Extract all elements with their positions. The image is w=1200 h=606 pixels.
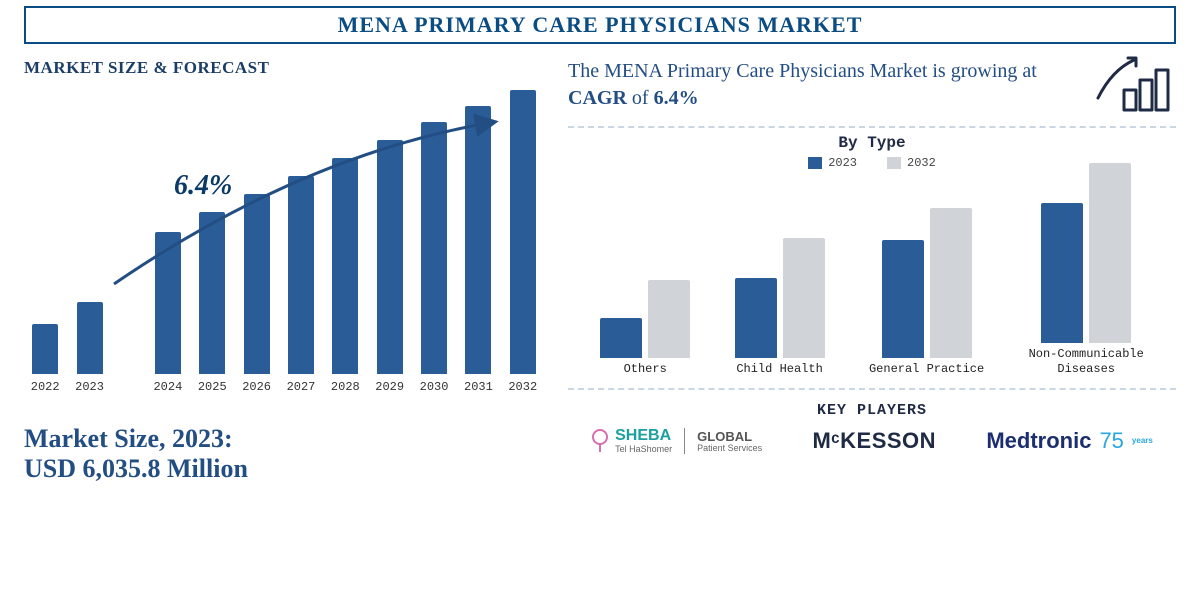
market-bar-label: 2028 <box>331 380 360 394</box>
legend-item-2032: 2032 <box>887 156 936 170</box>
page-title: MENA PRIMARY CARE PHYSICIANS MARKET <box>24 6 1176 44</box>
market-bar <box>32 324 58 374</box>
headline-cagr-word: CAGR <box>568 87 627 109</box>
market-bar <box>244 194 270 374</box>
market-size-chart: 6.4% 2022 2023 2024 2025 2026 2027 2028 2029 203… <box>24 84 544 394</box>
market-bar <box>510 90 536 374</box>
legend-swatch <box>887 157 901 169</box>
sheba-mark-icon <box>591 428 609 454</box>
market-bar-2027: 2027 <box>284 176 318 394</box>
growth-chart-icon <box>1094 52 1176 114</box>
headline-text: The MENA Primary Care Physicians Market … <box>568 58 1176 112</box>
market-bar <box>77 302 103 374</box>
bytype-bar-2032 <box>930 208 972 358</box>
sheba-sub: Tel HaShomer <box>615 445 672 455</box>
market-bar-label: 2026 <box>242 380 271 394</box>
bytype-bar-2032 <box>783 238 825 358</box>
market-bar-label: 2027 <box>287 380 316 394</box>
market-bar-2023: 2023 <box>72 302 106 394</box>
logo-divider <box>684 428 685 454</box>
headline-value: 6.4% <box>654 87 699 109</box>
bytype-label: General Practice <box>869 362 984 376</box>
medtronic-75: 75 <box>1099 428 1123 454</box>
logo-sheba: SHEBA Tel HaShomer GLOBAL Patient Servic… <box>591 427 762 455</box>
headline-prefix: The MENA Primary Care Physicians Market … <box>568 60 1037 82</box>
bytype-bar-2032 <box>648 280 690 358</box>
market-bar-2028: 2028 <box>328 158 362 394</box>
bytype-bars <box>735 238 825 358</box>
market-bar-2032: 2032 <box>506 90 540 394</box>
legend-item-2023: 2023 <box>808 156 857 170</box>
bytype-group: Child Health <box>735 238 825 376</box>
market-bar <box>332 158 358 374</box>
sheba-name: SHEBA <box>615 427 671 444</box>
market-bar <box>377 140 403 374</box>
market-bar <box>199 212 225 374</box>
bytype-label: Others <box>624 362 667 376</box>
market-bar-2024: 2024 <box>151 232 185 394</box>
legend-label: 2032 <box>907 156 936 170</box>
market-bar-2029: 2029 <box>373 140 407 394</box>
market-bar-label: 2023 <box>75 380 104 394</box>
market-size-line2: USD 6,035.8 Million <box>24 454 544 484</box>
left-column: MARKET SIZE & FORECAST 6.4% 2022 2023 2024… <box>24 58 544 484</box>
market-bar-label: 2032 <box>508 380 537 394</box>
cagr-label: 6.4% <box>174 170 232 202</box>
key-players-logos: SHEBA Tel HaShomer GLOBAL Patient Servic… <box>568 427 1176 455</box>
market-bar-label: 2031 <box>464 380 493 394</box>
market-bar-2031: 2031 <box>461 106 495 394</box>
bytype-bar-2032 <box>1089 163 1131 343</box>
sheba-services: Patient Services <box>697 444 762 454</box>
logo-medtronic: Medtronic 75 years <box>986 428 1153 454</box>
market-bar-label: 2025 <box>198 380 227 394</box>
bytype-label: Non-CommunicableDiseases <box>1029 347 1144 376</box>
market-bar-label: 2029 <box>375 380 404 394</box>
bytype-bars <box>600 280 690 358</box>
market-bar-label: 2030 <box>420 380 449 394</box>
market-bar <box>465 106 491 374</box>
market-bar <box>155 232 181 374</box>
market-size-line1: Market Size, 2023: <box>24 424 544 454</box>
bytype-bar-2023 <box>882 240 924 358</box>
bytype-bars <box>882 208 972 358</box>
market-bar-2030: 2030 <box>417 122 451 394</box>
dashed-divider <box>568 126 1176 128</box>
bytype-bar-2023 <box>600 318 642 358</box>
bytype-bar-2023 <box>735 278 777 358</box>
headline-mid: of <box>627 87 654 109</box>
legend-swatch <box>808 157 822 169</box>
market-bar-2026: 2026 <box>239 194 273 394</box>
legend-label: 2023 <box>828 156 857 170</box>
bytype-group: Others <box>600 280 690 376</box>
market-bar-label: 2024 <box>153 380 182 394</box>
market-size-2023: Market Size, 2023: USD 6,035.8 Million <box>24 424 544 484</box>
by-type-chart: Others Child Health General Practice Non-Co… <box>568 176 1176 376</box>
sheba-global: GLOBAL <box>697 429 762 444</box>
by-type-title: By Type <box>568 134 1176 152</box>
bytype-bars <box>1041 163 1131 343</box>
by-type-panel: By Type 2023 2032 Others Child Health Gener… <box>568 134 1176 390</box>
bytype-group: General Practice <box>869 208 984 376</box>
market-size-title: MARKET SIZE & FORECAST <box>24 58 544 78</box>
medtronic-years: years <box>1132 436 1153 445</box>
content-row: MARKET SIZE & FORECAST 6.4% 2022 2023 2024… <box>0 44 1200 484</box>
key-players-title: KEY PLAYERS <box>568 402 1176 419</box>
market-bar-label: 2022 <box>31 380 60 394</box>
market-bar <box>421 122 447 374</box>
market-bar <box>288 176 314 374</box>
medtronic-name: Medtronic <box>986 428 1091 454</box>
right-column: The MENA Primary Care Physicians Market … <box>568 58 1176 484</box>
bytype-group: Non-CommunicableDiseases <box>1029 163 1144 376</box>
bytype-label: Child Health <box>736 362 822 376</box>
market-bar-2025: 2025 <box>195 212 229 394</box>
bytype-bar-2023 <box>1041 203 1083 343</box>
market-bar-2022: 2022 <box>28 324 62 394</box>
logo-mckesson: MᶜKESSON <box>812 428 936 454</box>
